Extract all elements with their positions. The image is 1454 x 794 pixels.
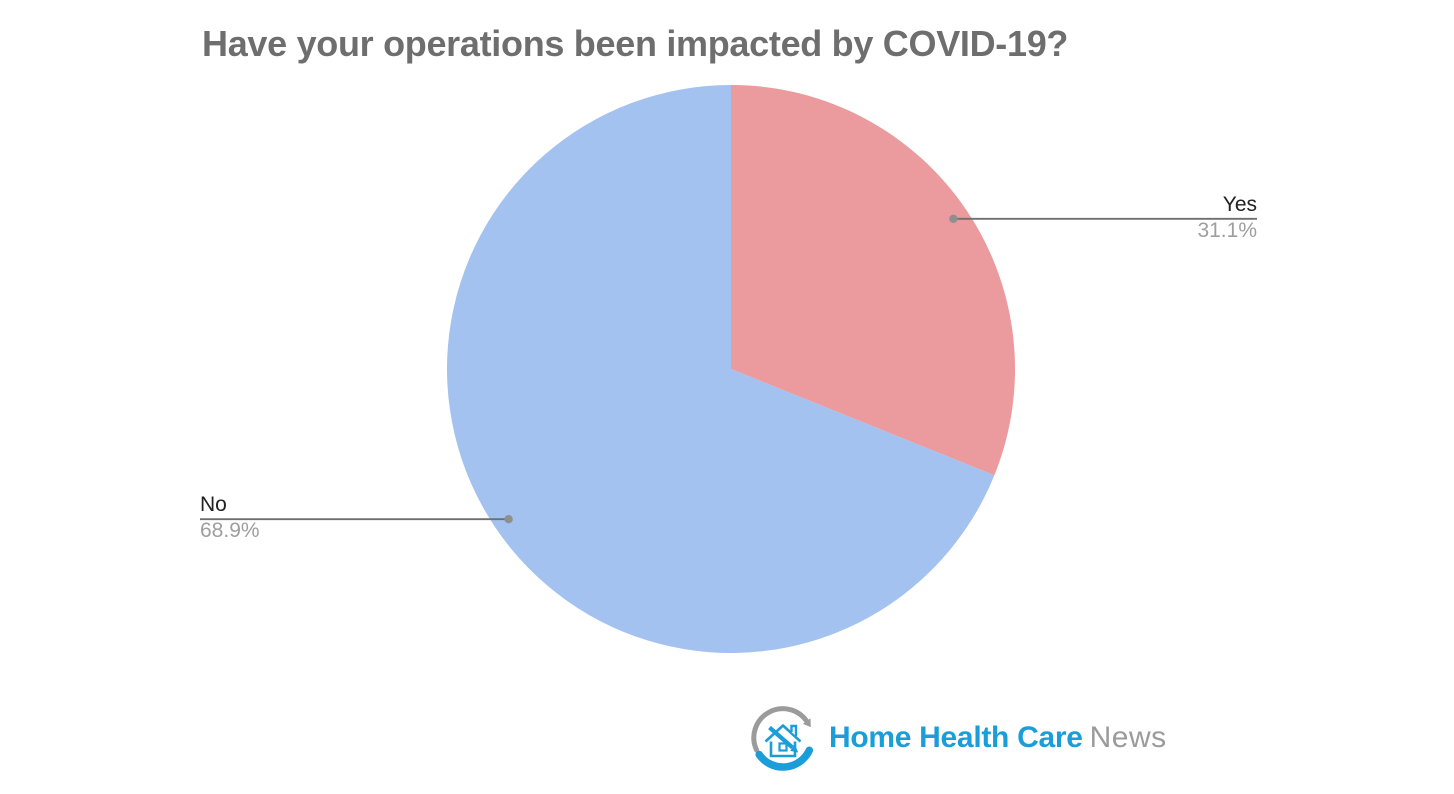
slice-percentage-yes: 31.1% <box>1197 219 1257 242</box>
publisher-logo: Home Health Care News <box>746 700 1167 776</box>
callout-label-no: No 68.9% <box>200 492 260 544</box>
publisher-logo-text: Home Health Care News <box>829 721 1167 755</box>
pie-slice-no <box>447 85 995 653</box>
slice-percentage-no: 68.9% <box>200 519 260 542</box>
callout-label-yes: Yes 31.1% <box>1197 192 1257 244</box>
slice-label-no: No <box>200 493 227 516</box>
logo-text-light: News <box>1089 721 1167 754</box>
chart-title: Have your operations been impacted by CO… <box>202 23 1069 64</box>
slice-label-yes: Yes <box>1222 193 1257 216</box>
callout-dot-yes <box>949 214 958 223</box>
logo-text-bold: Home Health Care <box>829 721 1083 754</box>
callout-dot-no <box>504 515 513 524</box>
pie-slice-yes <box>731 85 1016 476</box>
house-in-circular-arrow-icon <box>751 706 814 771</box>
